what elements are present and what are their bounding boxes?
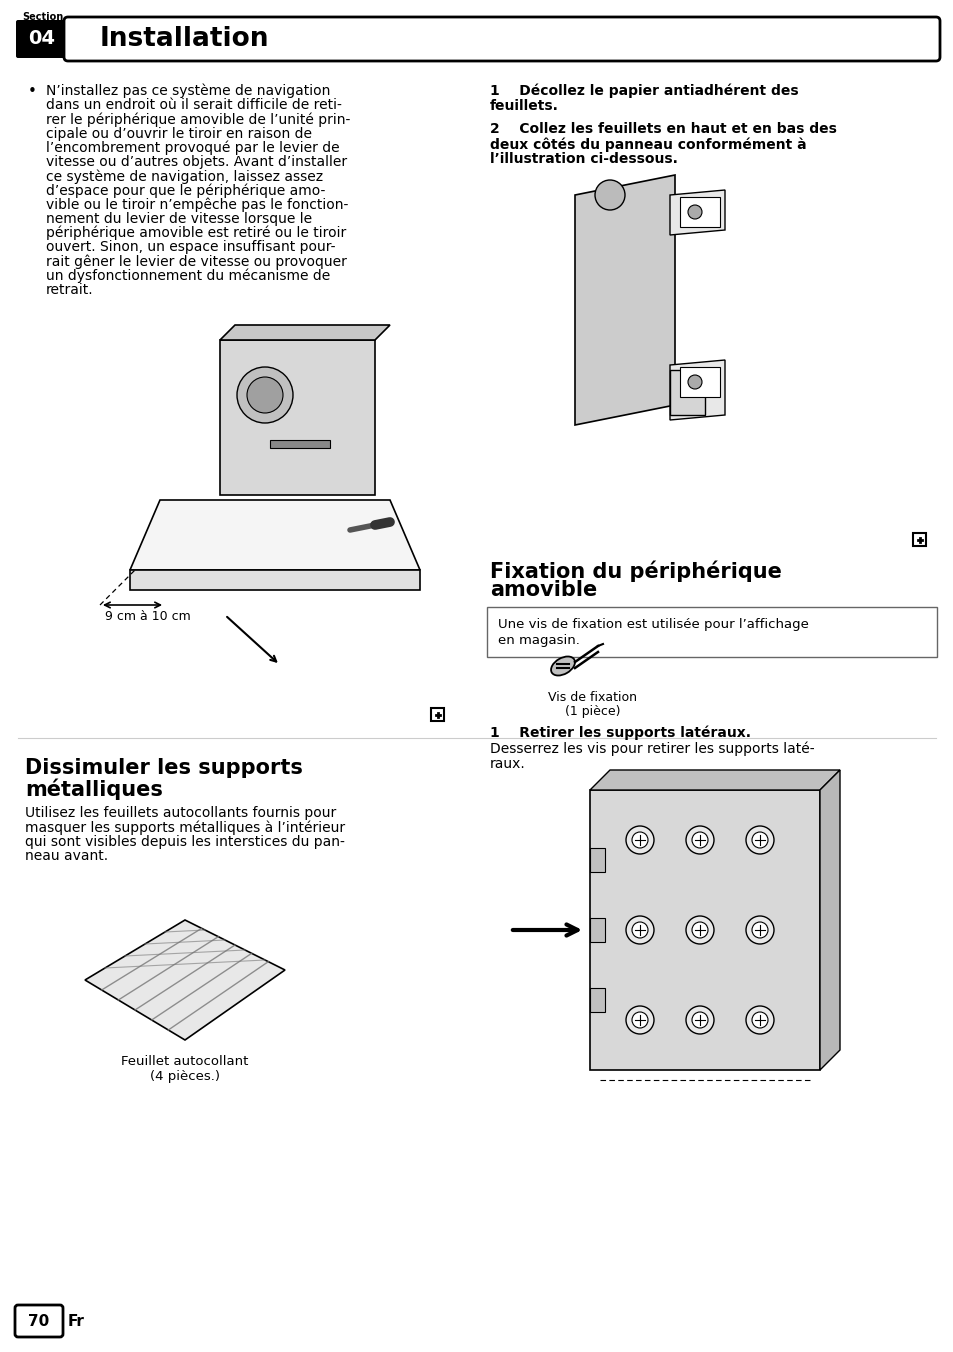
Circle shape	[691, 1013, 707, 1028]
Circle shape	[685, 826, 713, 854]
Text: 9 cm à 10 cm: 9 cm à 10 cm	[105, 610, 191, 623]
Text: 04: 04	[29, 30, 55, 49]
Circle shape	[745, 826, 773, 854]
Text: métalliques: métalliques	[25, 777, 163, 799]
Text: (4 pièces.): (4 pièces.)	[150, 1069, 220, 1083]
Polygon shape	[669, 360, 724, 420]
Circle shape	[691, 831, 707, 848]
Text: •: •	[28, 84, 37, 99]
Text: 1    Retirer les supports latéraux.: 1 Retirer les supports latéraux.	[490, 725, 750, 740]
Circle shape	[631, 922, 647, 938]
Text: retrait.: retrait.	[46, 283, 93, 297]
Text: Utilisez les feuillets autocollants fournis pour: Utilisez les feuillets autocollants four…	[25, 806, 335, 821]
Circle shape	[687, 375, 701, 389]
FancyBboxPatch shape	[589, 790, 820, 1069]
Circle shape	[625, 917, 654, 944]
Text: Feuillet autocollant: Feuillet autocollant	[121, 1055, 249, 1068]
Text: périphérique amovible est retiré ou le tiroir: périphérique amovible est retiré ou le t…	[46, 226, 346, 241]
FancyBboxPatch shape	[912, 533, 925, 546]
Text: nement du levier de vitesse lorsque le: nement du levier de vitesse lorsque le	[46, 212, 312, 226]
Text: Desserrez les vis pour retirer les supports laté-: Desserrez les vis pour retirer les suppo…	[490, 742, 814, 757]
Polygon shape	[130, 500, 419, 571]
FancyBboxPatch shape	[669, 370, 704, 415]
FancyBboxPatch shape	[589, 918, 604, 942]
Circle shape	[745, 917, 773, 944]
Text: 70: 70	[29, 1314, 50, 1329]
Text: Vis de fixation: Vis de fixation	[548, 691, 637, 704]
Circle shape	[691, 922, 707, 938]
Circle shape	[236, 366, 293, 423]
Text: deux côtés du panneau conformément à: deux côtés du panneau conformément à	[490, 137, 806, 151]
Text: vible ou le tiroir n’empêche pas le fonction-: vible ou le tiroir n’empêche pas le fonc…	[46, 197, 348, 212]
Text: Dissimuler les supports: Dissimuler les supports	[25, 758, 302, 777]
Circle shape	[751, 831, 767, 848]
Text: cipale ou d’ouvrir le tiroir en raison de: cipale ou d’ouvrir le tiroir en raison d…	[46, 127, 312, 141]
Circle shape	[687, 206, 701, 219]
Text: N’installez pas ce système de navigation: N’installez pas ce système de navigation	[46, 84, 330, 99]
Polygon shape	[220, 324, 390, 339]
Text: Une vis de fixation est utilisée pour l’affichage: Une vis de fixation est utilisée pour l’…	[497, 618, 808, 631]
FancyBboxPatch shape	[64, 18, 939, 61]
Text: 1    Décollez le papier antiadhérent des: 1 Décollez le papier antiadhérent des	[490, 84, 798, 99]
Polygon shape	[130, 571, 419, 589]
Text: amovible: amovible	[490, 580, 597, 600]
Polygon shape	[589, 771, 840, 790]
Circle shape	[631, 831, 647, 848]
Text: (1 pièce): (1 pièce)	[565, 704, 620, 718]
Text: l’illustration ci-dessous.: l’illustration ci-dessous.	[490, 151, 678, 166]
Circle shape	[631, 1013, 647, 1028]
FancyBboxPatch shape	[486, 607, 936, 657]
Circle shape	[625, 826, 654, 854]
Circle shape	[685, 917, 713, 944]
FancyBboxPatch shape	[431, 708, 443, 721]
FancyBboxPatch shape	[679, 366, 720, 397]
Text: Fr: Fr	[68, 1314, 85, 1329]
Circle shape	[745, 1006, 773, 1034]
FancyBboxPatch shape	[589, 848, 604, 872]
Text: rer le périphérique amovible de l’unité prin-: rer le périphérique amovible de l’unité …	[46, 112, 350, 127]
FancyBboxPatch shape	[220, 339, 375, 495]
FancyBboxPatch shape	[16, 20, 68, 58]
Text: un dysfonctionnement du mécanisme de: un dysfonctionnement du mécanisme de	[46, 269, 330, 283]
Text: en magasin.: en magasin.	[497, 634, 579, 648]
Text: Fixation du périphérique: Fixation du périphérique	[490, 560, 781, 581]
Circle shape	[751, 922, 767, 938]
Ellipse shape	[551, 657, 575, 676]
Text: d’espace pour que le périphérique amo-: d’espace pour que le périphérique amo-	[46, 184, 325, 197]
Text: ce système de navigation, laissez assez: ce système de navigation, laissez assez	[46, 169, 323, 184]
Text: dans un endroit où il serait difficile de reti-: dans un endroit où il serait difficile d…	[46, 99, 341, 112]
FancyBboxPatch shape	[679, 197, 720, 227]
Text: vitesse ou d’autres objets. Avant d’installer: vitesse ou d’autres objets. Avant d’inst…	[46, 155, 347, 169]
FancyBboxPatch shape	[270, 439, 330, 448]
Text: l’encombrement provoqué par le levier de: l’encombrement provoqué par le levier de	[46, 141, 339, 155]
Text: Installation: Installation	[100, 26, 269, 51]
Text: raux.: raux.	[490, 757, 525, 771]
Circle shape	[685, 1006, 713, 1034]
Circle shape	[247, 377, 283, 412]
Circle shape	[751, 1013, 767, 1028]
Text: masquer les supports métalliques à l’intérieur: masquer les supports métalliques à l’int…	[25, 821, 345, 836]
Text: Section: Section	[22, 12, 63, 22]
Text: qui sont visibles depuis les interstices du pan-: qui sont visibles depuis les interstices…	[25, 836, 345, 849]
Circle shape	[595, 180, 624, 210]
Circle shape	[625, 1006, 654, 1034]
FancyBboxPatch shape	[589, 988, 604, 1013]
Polygon shape	[669, 191, 724, 235]
Polygon shape	[575, 174, 675, 425]
Text: 2    Collez les feuillets en haut et en bas des: 2 Collez les feuillets en haut et en bas…	[490, 122, 836, 137]
Polygon shape	[85, 919, 285, 1040]
Text: neau avant.: neau avant.	[25, 849, 108, 864]
Text: rait gêner le levier de vitesse ou provoquer: rait gêner le levier de vitesse ou provo…	[46, 254, 347, 269]
FancyBboxPatch shape	[15, 1305, 63, 1337]
Text: ouvert. Sinon, un espace insuffisant pour-: ouvert. Sinon, un espace insuffisant pou…	[46, 241, 335, 254]
Text: feuillets.: feuillets.	[490, 99, 558, 114]
Polygon shape	[820, 771, 840, 1069]
